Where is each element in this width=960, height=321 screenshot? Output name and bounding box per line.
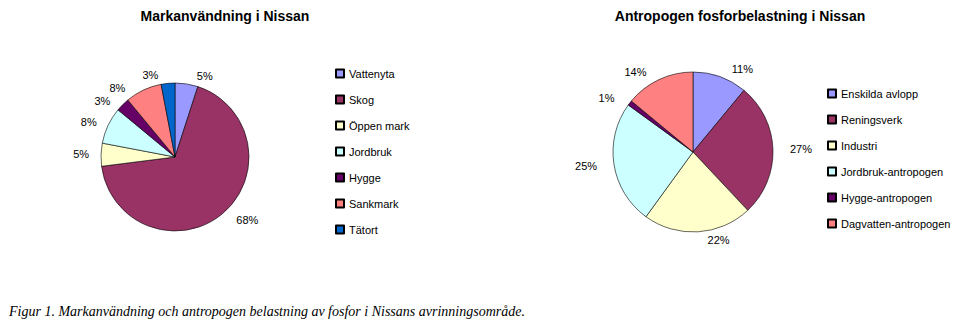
- svg-text:Reningsverk: Reningsverk: [841, 114, 903, 126]
- svg-text:Tätort: Tätort: [349, 224, 378, 236]
- svg-text:Figur 1. Markanvändning och an: Figur 1. Markanvändning och antropogen b…: [8, 304, 525, 319]
- svg-text:1%: 1%: [599, 92, 615, 104]
- svg-text:25%: 25%: [575, 160, 597, 172]
- svg-text:22%: 22%: [708, 234, 730, 246]
- svg-text:27%: 27%: [790, 143, 812, 155]
- svg-text:11%: 11%: [732, 63, 753, 75]
- svg-text:8%: 8%: [81, 116, 97, 128]
- svg-text:Markanvändning i Nissan: Markanvändning i Nissan: [141, 8, 310, 24]
- svg-text:5%: 5%: [197, 70, 213, 82]
- svg-text:Hygge: Hygge: [349, 172, 381, 184]
- svg-text:3%: 3%: [142, 69, 158, 81]
- svg-text:3%: 3%: [94, 95, 110, 107]
- svg-text:Vattenyta: Vattenyta: [349, 68, 396, 80]
- svg-text:Öppen mark: Öppen mark: [349, 120, 410, 132]
- svg-text:Jordbruk: Jordbruk: [349, 146, 392, 158]
- svg-text:Sankmark: Sankmark: [349, 198, 399, 210]
- svg-text:68%: 68%: [236, 214, 258, 226]
- svg-text:Jordbruk-antropogen: Jordbruk-antropogen: [841, 166, 943, 178]
- svg-text:Enskilda avlopp: Enskilda avlopp: [841, 88, 918, 100]
- svg-text:14%: 14%: [625, 66, 647, 78]
- svg-text:Antropogen fosforbelastning i: Antropogen fosforbelastning i Nissan: [615, 8, 865, 24]
- svg-text:Skog: Skog: [349, 94, 374, 106]
- svg-text:Dagvatten-antropogen: Dagvatten-antropogen: [841, 218, 950, 230]
- svg-text:5%: 5%: [73, 148, 89, 160]
- svg-text:Industri: Industri: [841, 140, 877, 152]
- svg-text:Hygge-antropogen: Hygge-antropogen: [841, 192, 932, 204]
- svg-text:8%: 8%: [109, 82, 125, 94]
